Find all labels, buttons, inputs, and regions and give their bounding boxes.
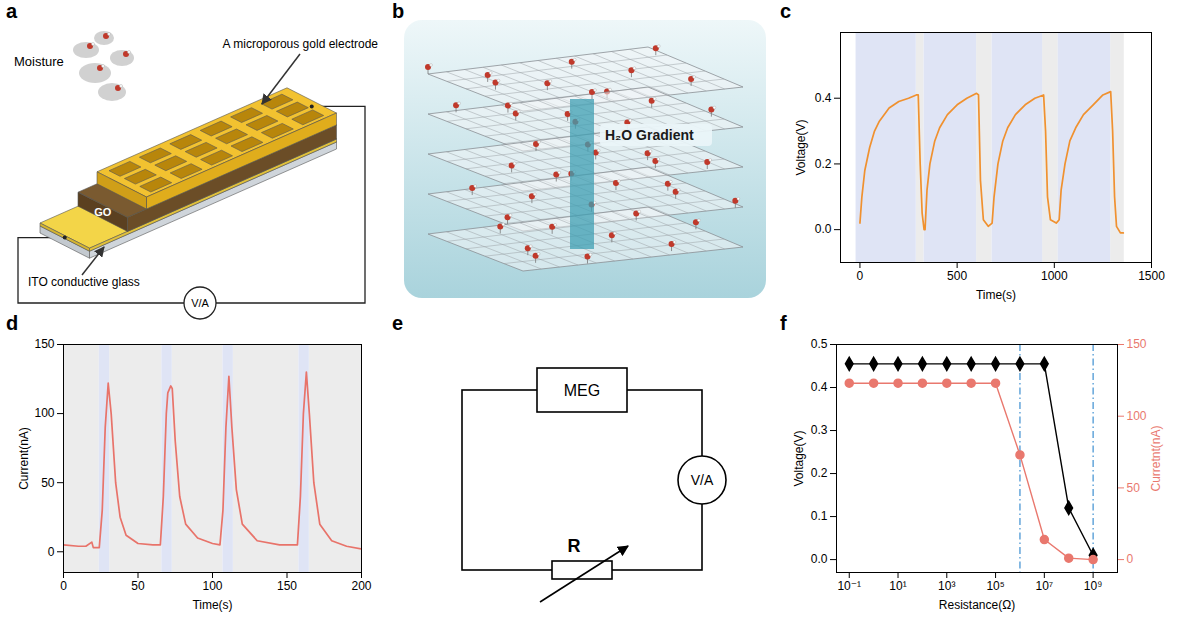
svg-text:1000: 1000: [1041, 269, 1068, 283]
svg-text:200: 200: [351, 579, 371, 593]
html-text:a: a: [6, 0, 18, 22]
html-text:c: c: [780, 0, 792, 22]
html-text:d: d: [6, 312, 19, 334]
svg-text:Curretnt(nA): Curretnt(nA): [1149, 425, 1163, 491]
svg-text:50: 50: [41, 476, 55, 490]
svg-text:Voltage(V): Voltage(V): [794, 119, 808, 175]
html-text:f: f: [780, 312, 787, 334]
svg-text:0.0: 0.0: [811, 552, 828, 566]
svg-text:0.3: 0.3: [811, 423, 828, 437]
svg-text:0: 0: [857, 269, 864, 283]
svg-text:V/A: V/A: [691, 472, 714, 488]
svg-text:0.4: 0.4: [811, 380, 828, 394]
svg-text:1500: 1500: [1138, 269, 1165, 283]
svg-text:Time(s): Time(s): [976, 288, 1016, 302]
svg-text:Time(s): Time(s): [192, 598, 232, 612]
svg-text:10³: 10³: [938, 579, 955, 593]
svg-text:0.2: 0.2: [815, 157, 832, 171]
svg-text:50: 50: [131, 579, 145, 593]
svg-text:100: 100: [202, 579, 222, 593]
svg-text:100: 100: [1127, 409, 1147, 423]
svg-text:0.0: 0.0: [815, 222, 832, 236]
svg-text:10⁵: 10⁵: [986, 579, 1004, 593]
html-text:b: b: [392, 0, 405, 22]
svg-text:150: 150: [1127, 337, 1147, 351]
svg-text:10⁹: 10⁹: [1084, 579, 1103, 593]
svg-text:0: 0: [48, 545, 55, 559]
svg-text:0.2: 0.2: [811, 466, 828, 480]
svg-text:A microporous gold electrode: A microporous gold electrode: [223, 37, 379, 51]
svg-text:Voltage(V): Voltage(V): [792, 430, 806, 486]
svg-text:0: 0: [60, 579, 67, 593]
svg-text:Current(nA): Current(nA): [17, 427, 31, 490]
svg-text:Resistance(Ω): Resistance(Ω): [939, 598, 1015, 612]
svg-text:Moisture: Moisture: [14, 54, 64, 69]
svg-text:500: 500: [947, 269, 967, 283]
svg-text:0.5: 0.5: [811, 337, 828, 351]
svg-text:V/A: V/A: [191, 297, 209, 309]
svg-text:MEG: MEG: [564, 382, 600, 399]
svg-text:100: 100: [34, 406, 54, 420]
svg-text:R: R: [568, 536, 581, 556]
svg-text:150: 150: [34, 337, 54, 351]
svg-text:0.4: 0.4: [815, 91, 832, 105]
svg-text:150: 150: [277, 579, 297, 593]
svg-text:50: 50: [1127, 481, 1141, 495]
svg-text:10¹: 10¹: [889, 579, 906, 593]
svg-text:GO: GO: [94, 206, 112, 218]
svg-text:10⁻¹: 10⁻¹: [837, 579, 861, 593]
svg-text:0.1: 0.1: [811, 509, 828, 523]
svg-text:H₂O Gradient: H₂O Gradient: [605, 127, 694, 143]
svg-text:0: 0: [1127, 552, 1134, 566]
svg-text:ITO conductive glass: ITO conductive glass: [28, 275, 140, 289]
svg-text:10⁷: 10⁷: [1035, 579, 1053, 593]
html-text:e: e: [392, 312, 404, 334]
